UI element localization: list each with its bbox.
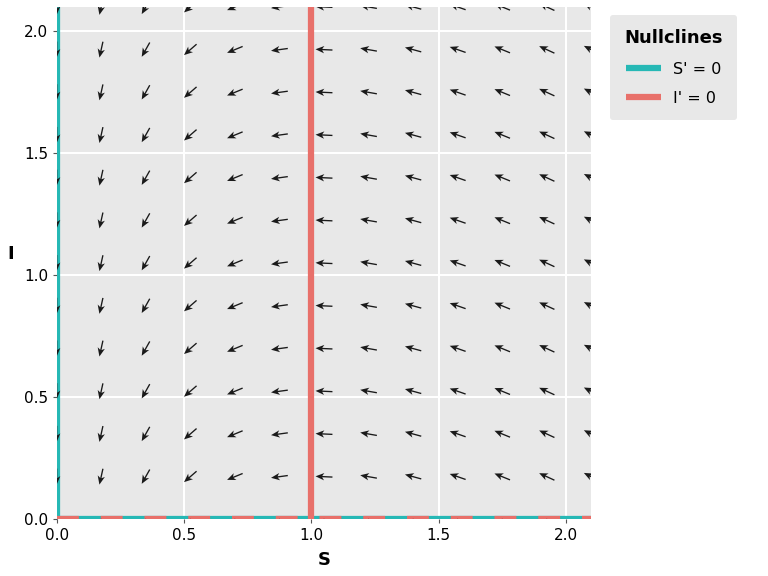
X-axis label: S: S	[317, 551, 330, 569]
Y-axis label: I: I	[7, 245, 14, 263]
Legend: S' = 0, I' = 0: S' = 0, I' = 0	[610, 15, 737, 120]
